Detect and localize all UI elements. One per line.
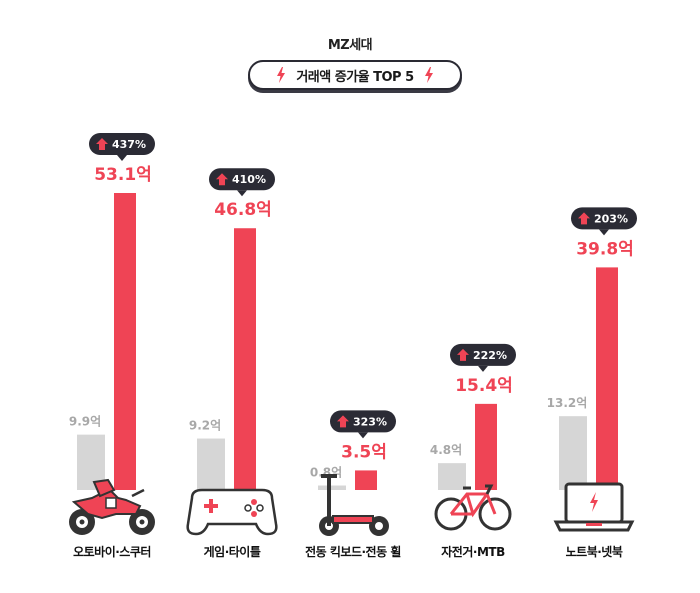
growth-badge-bg <box>571 207 637 230</box>
category-group: 9.9억 53.1억 437% <box>67 133 157 537</box>
game-controller-icon <box>186 488 278 536</box>
up-arrow-icon <box>337 415 349 428</box>
growth-badge-pointer <box>237 190 247 197</box>
lightning-icon <box>424 67 433 83</box>
up-arrow-icon <box>578 212 590 225</box>
growth-badge-bg <box>330 410 396 433</box>
value-label-current: 53.1억 <box>94 165 152 185</box>
value-label-previous: 9.2억 <box>189 419 221 433</box>
kick-scooter-icon <box>317 474 391 538</box>
bar-current <box>355 470 377 490</box>
growth-badge: 323% <box>330 410 396 439</box>
bicycle-icon <box>434 484 512 531</box>
growth-label: 410% <box>232 173 266 186</box>
bar-previous <box>559 416 587 490</box>
bar-current <box>114 193 136 490</box>
bars-layer: 9.9억53.1억437%9.2억46.8억410%0.8억3.5억323%4.… <box>67 133 637 538</box>
category-label: 오토바이·스쿠터 <box>73 545 151 559</box>
value-label-previous: 13.2억 <box>547 396 588 410</box>
growth-badge: 410% <box>209 168 275 197</box>
chart-title: 거래액 증가율 TOP 5 <box>296 69 414 85</box>
category-label: 게임·타이틀 <box>203 545 261 559</box>
chart-title-pill: 거래액 증가율 TOP 5 <box>248 60 462 90</box>
value-label-current: 39.8억 <box>576 239 634 259</box>
growth-badge: 437% <box>89 133 155 161</box>
category-label: 전동 킥보드·전동 휠 <box>305 545 401 559</box>
growth-label: 323% <box>353 415 387 428</box>
growth-badge: 222% <box>450 343 516 372</box>
category-group: 4.8억 15.4억 222% <box>430 343 516 531</box>
bar-current <box>475 403 497 490</box>
value-label-previous: 9.9억 <box>69 415 101 429</box>
growth-badge: 203% <box>571 207 637 236</box>
lightning-icon <box>277 67 286 83</box>
growth-badge-pointer <box>599 229 609 236</box>
growth-badge-pointer <box>117 155 127 161</box>
bar-current <box>234 228 256 490</box>
growth-label: 222% <box>473 349 507 362</box>
value-label-current: 15.4억 <box>455 376 513 396</box>
growth-label: 437% <box>112 138 146 151</box>
growth-badge-bg <box>89 133 155 155</box>
up-arrow-icon <box>96 138 108 150</box>
growth-badge-bg <box>209 168 275 191</box>
growth-badge-bg <box>450 343 516 366</box>
value-label-previous: 4.8억 <box>430 443 462 457</box>
category-label: 자전거·MTB <box>441 545 505 559</box>
category-group: 9.2억 46.8억 410% <box>186 168 278 536</box>
up-arrow-icon <box>457 348 469 361</box>
growth-badge-pointer <box>358 432 368 439</box>
value-label-current: 3.5억 <box>341 442 387 462</box>
category-group: 13.2억 39.8억 203% <box>547 207 637 532</box>
bar-previous <box>197 438 225 490</box>
growth-label: 203% <box>594 212 628 225</box>
value-label-current: 46.8억 <box>214 200 272 220</box>
category-label: 노트북·넷북 <box>565 545 623 559</box>
bar-current <box>596 267 618 490</box>
bar-previous <box>438 463 466 490</box>
growth-badge-pointer <box>478 365 488 372</box>
bar-previous <box>318 485 346 490</box>
chart-header: MZ세대 <box>0 34 700 53</box>
laptop-icon <box>554 482 634 532</box>
up-arrow-icon <box>216 173 228 186</box>
chart-subtitle: MZ세대 <box>327 38 373 53</box>
